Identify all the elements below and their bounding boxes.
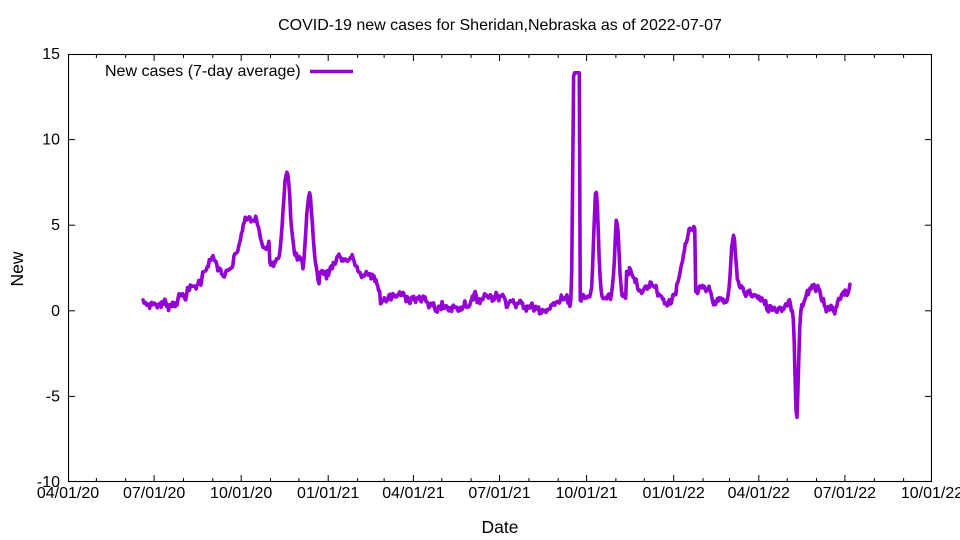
svg-text:-5: -5	[46, 388, 60, 405]
svg-text:10/01/20: 10/01/20	[210, 485, 272, 502]
svg-text:New: New	[7, 251, 27, 286]
svg-text:15: 15	[42, 46, 60, 63]
svg-text:New cases (7-day average): New cases (7-day average)	[105, 63, 301, 80]
svg-text:10/01/21: 10/01/21	[555, 485, 617, 502]
svg-text:10/01/22: 10/01/22	[901, 485, 960, 502]
svg-text:0: 0	[51, 303, 60, 320]
svg-text:04/01/20: 04/01/20	[37, 485, 99, 502]
svg-text:Date: Date	[482, 517, 519, 537]
svg-text:04/01/21: 04/01/21	[382, 485, 444, 502]
svg-text:07/01/20: 07/01/20	[123, 485, 185, 502]
svg-text:5: 5	[51, 217, 60, 234]
svg-text:01/01/21: 01/01/21	[297, 485, 359, 502]
svg-text:07/01/21: 07/01/21	[468, 485, 530, 502]
svg-text:01/01/22: 01/01/22	[643, 485, 705, 502]
svg-text:07/01/22: 07/01/22	[814, 485, 876, 502]
svg-text:04/01/22: 04/01/22	[728, 485, 790, 502]
svg-text:10: 10	[42, 132, 60, 149]
